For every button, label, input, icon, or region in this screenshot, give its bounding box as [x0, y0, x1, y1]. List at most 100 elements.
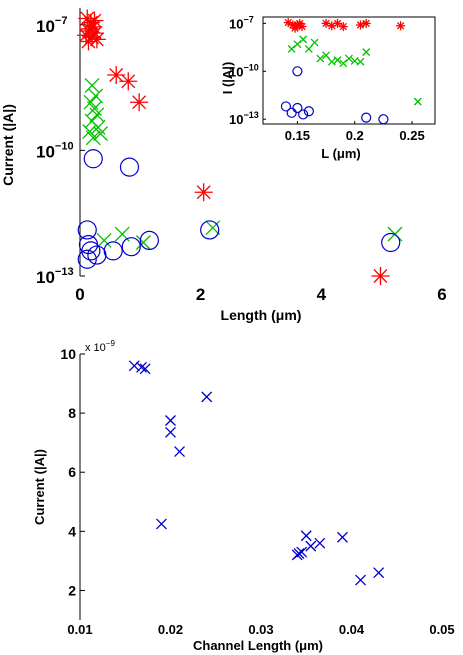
inset-point-x — [293, 40, 302, 49]
inset-x-tick-label: 0.25 — [399, 128, 424, 143]
top-point-circle — [81, 241, 101, 261]
bottom-x-tick-label: 0.05 — [429, 622, 454, 637]
top-point-x — [84, 78, 100, 93]
inset-point-circle — [303, 106, 314, 117]
top-y-tick-label: 10−10 — [36, 140, 74, 161]
inset-point-x — [345, 54, 353, 63]
bottom-plot-frame — [80, 354, 442, 620]
inset-x-ticks: 0.15 0.2 0.25 — [285, 121, 425, 143]
bottom-y-multiplier: x 10−9 — [85, 339, 115, 354]
bottom-x-ticks: 0.01 0.02 0.03 0.04 0.05 — [67, 622, 454, 637]
top-point-x — [85, 130, 101, 146]
bottom-y-tick-label: 6 — [68, 464, 76, 480]
bottom-y-multiplier-exp: −9 — [106, 339, 116, 348]
top-y-axis-label: Current (|A|) — [0, 104, 16, 186]
inset-point-circle — [361, 112, 372, 123]
inset-point-star — [338, 22, 348, 32]
bottom-x-tick-label: 0.01 — [67, 622, 92, 637]
bottom-y-ticks: 2 4 6 8 10 — [60, 346, 85, 598]
top-y-ticks: 10−7 10−10 10−13 — [36, 15, 85, 287]
bottom-x-tick-label: 0.04 — [339, 622, 365, 637]
bottom-point-x — [165, 415, 176, 426]
inset-point-x — [322, 51, 331, 60]
inset-point-x — [339, 59, 348, 68]
inset-x-axis-label: L (μm) — [321, 146, 361, 161]
top-x-ticks: 0 2 4 6 — [75, 285, 446, 304]
bottom-point-x — [373, 567, 385, 579]
inset-point-star — [361, 18, 371, 28]
top-x-axis-label: Length (μm) — [221, 307, 302, 323]
inset-point-x — [304, 44, 313, 53]
top-point-x — [135, 235, 151, 250]
inset-point-x — [356, 57, 365, 66]
inset-y-ticks: 10−7 10−10 10−13 — [229, 14, 266, 127]
top-y-tick-label: 10−7 — [36, 15, 67, 36]
top-point-x — [89, 107, 105, 123]
bottom-point-x — [139, 363, 151, 375]
bottom-x-tick-label: 0.02 — [158, 622, 183, 637]
top-data-points — [77, 9, 403, 285]
top-x-tick-label: 6 — [437, 285, 446, 304]
inset-x-tick-label: 0.15 — [285, 128, 310, 143]
bottom-point-x — [136, 361, 147, 373]
top-point-star — [130, 93, 149, 112]
bottom-point-x — [336, 531, 348, 543]
bottom-point-x — [305, 540, 317, 552]
inset-point-circle — [378, 114, 389, 125]
inset-point-circle — [292, 102, 303, 114]
bottom-point-x — [296, 546, 308, 558]
inset-point-x — [316, 54, 325, 63]
top-point-circle — [103, 241, 123, 261]
inset-point-x — [333, 56, 342, 65]
bottom-x-tick-label: 0.03 — [248, 622, 273, 637]
top-point-circle — [119, 157, 140, 177]
top-y-tick-label: 10−13 — [36, 266, 74, 287]
top-x-tick-label: 0 — [75, 285, 84, 304]
top-point-star — [194, 183, 213, 202]
inset-point-x — [362, 48, 371, 57]
bottom-y-multiplier-base: x 10 — [85, 342, 106, 354]
inset-point-star — [297, 22, 307, 32]
bottom-point-x — [174, 446, 186, 457]
inset-point-star — [396, 21, 406, 31]
bottom-y-tick-label: 4 — [68, 523, 76, 539]
top-point-circle — [200, 220, 220, 240]
bottom-y-axis-label: Current (|A|) — [32, 449, 47, 525]
bottom-point-x — [314, 537, 326, 549]
bottom-point-x — [165, 426, 176, 438]
inset-point-circle — [292, 66, 303, 77]
inset-plot-frame — [262, 16, 436, 125]
top-point-circle — [77, 220, 97, 240]
bottom-point-x — [293, 548, 305, 559]
top-point-circle — [139, 230, 159, 251]
top-x-tick-label: 4 — [317, 285, 327, 304]
top-point-star — [80, 19, 99, 38]
bottom-y-tick-label: 8 — [68, 405, 76, 421]
bottom-x-axis-label: Channel Length (μm) — [193, 638, 323, 653]
top-point-x — [205, 220, 221, 236]
inset-y-tick-label: 10−7 — [229, 14, 254, 31]
inset-point-star — [355, 20, 365, 30]
top-point-circle — [121, 237, 141, 257]
inset-point-circle — [298, 109, 309, 120]
top-point-circle — [83, 149, 103, 169]
top-point-star — [79, 32, 98, 51]
top-point-x — [88, 88, 104, 104]
top-x-tick-label: 2 — [196, 285, 205, 304]
top-point-circle — [77, 249, 97, 269]
top-point-circle — [381, 232, 401, 253]
inset-y-axis-label: I (|A|) — [220, 62, 235, 95]
inset-point-x — [413, 97, 422, 106]
inset-chart: 10−7 10−10 10−13 0.15 0.2 0.25 L (μm) I (|A|… — [220, 14, 436, 161]
inset-point-circle — [280, 101, 292, 112]
bottom-y-tick-label: 2 — [68, 582, 76, 598]
bottom-data-points — [128, 360, 385, 586]
bottom-y-tick-label: 10 — [60, 346, 76, 362]
inset-point-x — [310, 38, 319, 47]
bottom-point-x — [300, 530, 312, 542]
bottom-point-x — [355, 574, 367, 586]
bottom-chart: 2 4 6 8 10 0.01 0.02 0.03 0.04 0.05 x 10−9 Chann… — [32, 339, 455, 653]
top-point-star — [119, 72, 138, 91]
top-point-x — [93, 126, 108, 142]
bottom-point-x — [201, 391, 213, 403]
